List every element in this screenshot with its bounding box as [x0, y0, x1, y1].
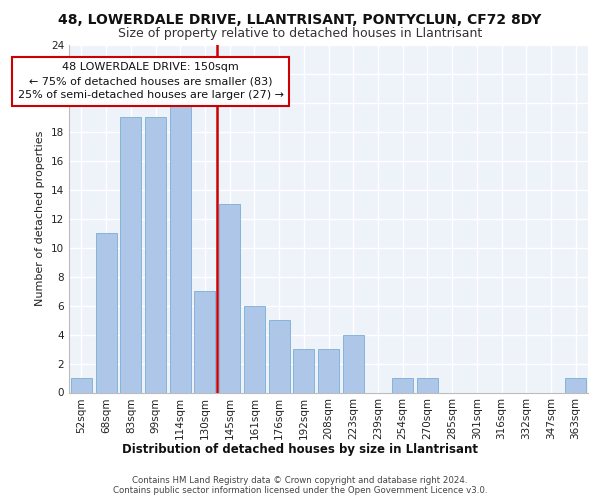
Y-axis label: Number of detached properties: Number of detached properties: [35, 131, 46, 306]
Text: 48, LOWERDALE DRIVE, LLANTRISANT, PONTYCLUN, CF72 8DY: 48, LOWERDALE DRIVE, LLANTRISANT, PONTYC…: [58, 12, 542, 26]
Bar: [95, 233, 116, 392]
Bar: [269, 320, 290, 392]
Text: Distribution of detached houses by size in Llantrisant: Distribution of detached houses by size …: [122, 442, 478, 456]
Bar: [293, 349, 314, 393]
Bar: [244, 306, 265, 392]
Bar: [194, 291, 215, 392]
Bar: [343, 334, 364, 392]
Bar: [318, 349, 339, 393]
Bar: [565, 378, 586, 392]
Bar: [120, 118, 141, 392]
Bar: [417, 378, 438, 392]
Text: 48 LOWERDALE DRIVE: 150sqm
← 75% of detached houses are smaller (83)
25% of semi: 48 LOWERDALE DRIVE: 150sqm ← 75% of deta…: [17, 62, 284, 100]
Text: Contains HM Land Registry data © Crown copyright and database right 2024.
Contai: Contains HM Land Registry data © Crown c…: [113, 476, 487, 495]
Text: Size of property relative to detached houses in Llantrisant: Size of property relative to detached ho…: [118, 28, 482, 40]
Bar: [71, 378, 92, 392]
Bar: [392, 378, 413, 392]
Bar: [170, 103, 191, 393]
Bar: [219, 204, 240, 392]
Bar: [145, 118, 166, 392]
